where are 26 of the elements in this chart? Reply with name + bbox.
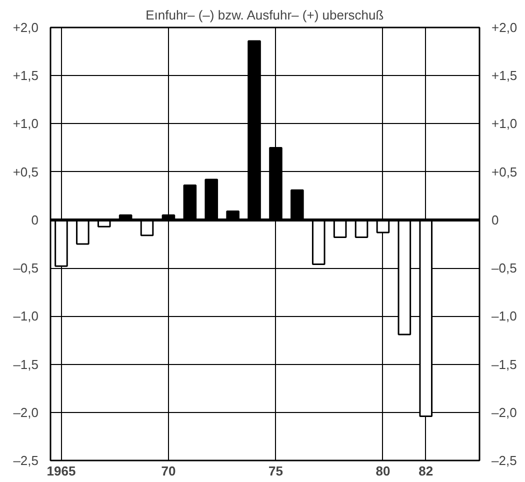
- y2-tick-label: –1,0: [492, 308, 517, 324]
- x-tick-label: 70: [161, 464, 176, 478]
- y-tick-label: +1,5: [12, 68, 39, 84]
- y-tick-label: –0,5: [13, 260, 39, 276]
- y2-tick-label: –1,5: [492, 356, 517, 372]
- y-tick-label: –1,0: [13, 308, 39, 324]
- y-tick-label: –1,5: [13, 356, 39, 372]
- y2-tick-label: +2,0: [492, 20, 518, 35]
- x-tick-label: 82: [418, 464, 434, 478]
- x-tick-label: 1965: [46, 464, 76, 478]
- y2-tick-label: –2,0: [492, 404, 517, 420]
- y2-tick-label: –0,5: [492, 260, 517, 276]
- chart-title: Eınfuhr– (–) bzw. Ausfuhr– (+) uberschuß: [146, 8, 384, 22]
- y-tick-label: 0: [31, 212, 39, 228]
- y-tick-label: +1,0: [12, 116, 39, 132]
- y2-tick-label: +1,5: [492, 68, 518, 84]
- y-tick-label: +0,5: [12, 164, 39, 180]
- y2-tick-label: –2,5: [492, 453, 517, 468]
- y2-tick-label: +1,0: [492, 116, 518, 132]
- y-tick-label: +2,0: [12, 20, 39, 35]
- x-tick-label: 80: [376, 464, 390, 478]
- y-tick-label: –2,0: [13, 404, 39, 420]
- x-tick-label: 75: [268, 464, 283, 478]
- y2-tick-label: +0,5: [492, 164, 518, 180]
- y2-tick-label: 0: [492, 212, 499, 228]
- y-tick-label: –2,5: [13, 453, 39, 468]
